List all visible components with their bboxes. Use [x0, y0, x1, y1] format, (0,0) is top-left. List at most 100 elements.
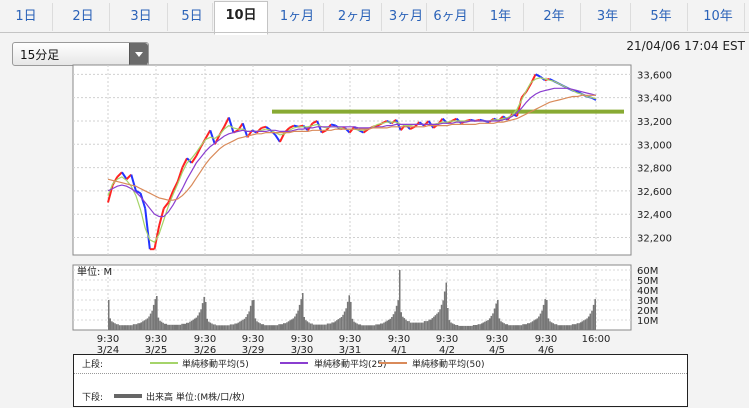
volume-bar [455, 325, 457, 330]
x-tick-date: 3/26 [194, 345, 216, 356]
tab-13[interactable]: 10年 [692, 3, 745, 31]
volume-bar [342, 314, 344, 330]
volume-bar [226, 325, 229, 330]
volume-bar [319, 324, 321, 330]
volume-bar [273, 325, 276, 330]
volume-bar [350, 302, 352, 330]
legend-swatch-ma5 [150, 362, 178, 364]
chevron-down-icon[interactable] [129, 43, 148, 65]
volume-tick-label: 60M [637, 266, 658, 277]
volume-bar [186, 322, 188, 330]
legend-lower-row: 下段: 出来高 単位:(M株/口/枚) [74, 388, 687, 403]
volume-bar [333, 322, 335, 330]
volume-bar [268, 325, 271, 330]
volume-bar [160, 321, 163, 330]
volume-bar [575, 324, 577, 330]
x-tick-time: 9:30 [194, 334, 216, 345]
x-tick-time: 9:30 [436, 334, 458, 345]
tab-10[interactable]: 2年 [528, 3, 581, 31]
volume-bar [517, 325, 520, 330]
volume-bar [386, 320, 388, 330]
volume-bar [187, 322, 190, 330]
tab-5[interactable]: 1ヶ月 [271, 3, 324, 31]
tab-1[interactable]: 2日 [57, 3, 110, 31]
volume-bar [225, 325, 227, 330]
volume-bar [314, 324, 316, 330]
x-tick-date: 3/29 [242, 345, 264, 356]
volume-bar [400, 312, 402, 330]
x-tick-time: 9:30 [145, 334, 167, 345]
volume-bar [560, 325, 563, 330]
volume-bar [381, 323, 384, 330]
volume-bar [419, 322, 421, 330]
x-tick-date: 4/6 [538, 345, 554, 356]
volume-bar [527, 323, 529, 330]
volume-bar [397, 300, 399, 330]
volume-bar [272, 325, 274, 330]
price-segment [288, 124, 295, 129]
volume-bar [459, 325, 462, 330]
volume-bar [121, 325, 124, 330]
x-tick-date: 3/24 [97, 345, 119, 356]
volume-bar [447, 308, 449, 330]
volume-bar [143, 320, 146, 330]
volume-bar [488, 318, 491, 330]
volume-bar [573, 324, 575, 330]
x-tick-time: 9:30 [242, 334, 264, 345]
tab-3[interactable]: 5日 [172, 3, 213, 31]
tab-4[interactable]: 10日 [214, 1, 268, 35]
volume-bar [469, 325, 472, 330]
volume-tick-label: 10M [637, 316, 658, 327]
volume-bar [290, 319, 293, 330]
volume-bar [345, 308, 347, 330]
volume-bar [129, 325, 132, 330]
volume-bar [262, 324, 265, 330]
volume-bar [257, 322, 260, 330]
volume-bar [326, 323, 329, 330]
legend-upper-label: 上段: [82, 360, 104, 370]
tab-7[interactable]: 3ヶ月 [386, 3, 427, 31]
volume-bar [339, 318, 341, 330]
volume-bar [179, 324, 182, 330]
tab-2[interactable]: 3日 [115, 3, 168, 31]
volume-bar [539, 313, 542, 330]
volume-bar [249, 305, 252, 330]
tab-8[interactable]: 6ヶ月 [428, 3, 474, 31]
volume-bar [412, 322, 415, 330]
volume-bar [361, 325, 363, 330]
price-segment [261, 125, 267, 129]
volume-bar [434, 315, 437, 330]
volume-bar [567, 325, 569, 330]
tab-6[interactable]: 2ヶ月 [329, 3, 382, 31]
price-segment [172, 181, 179, 192]
tab-11[interactable]: 3年 [585, 3, 631, 31]
interval-select-value: 15分足 [20, 48, 60, 62]
volume-bar [395, 305, 398, 330]
volume-bar [425, 321, 427, 330]
volume-bar [222, 325, 224, 330]
tab-9[interactable]: 1年 [478, 3, 524, 31]
volume-bar [167, 324, 169, 330]
volume-bar [331, 322, 333, 330]
tab-12[interactable]: 5年 [635, 3, 688, 31]
tab-0[interactable]: 1日 [0, 3, 53, 31]
volume-bar [305, 320, 307, 330]
volume-bar [376, 324, 379, 330]
volume-bar [471, 325, 473, 330]
volume-bar [354, 322, 357, 330]
volume-bar [142, 321, 144, 330]
interval-select[interactable]: 15分足 [12, 42, 149, 66]
volume-bar [135, 324, 138, 330]
x-tick-time: 9:30 [97, 334, 119, 345]
volume-bar [168, 324, 171, 330]
volume-bar [422, 322, 424, 330]
volume-bar [256, 321, 258, 330]
price-tick-label: 32,200 [637, 234, 672, 245]
x-tick-time: 9:30 [339, 334, 361, 345]
price-segment [227, 117, 235, 133]
volume-bar [589, 313, 592, 330]
volume-bar [182, 323, 185, 330]
price-chart: 32,200 32,400 32,600 32,800 33,000 33,200 33,4… [72, 64, 672, 356]
x-tick-time: 9:30 [486, 334, 508, 345]
volume-bar [497, 300, 499, 330]
